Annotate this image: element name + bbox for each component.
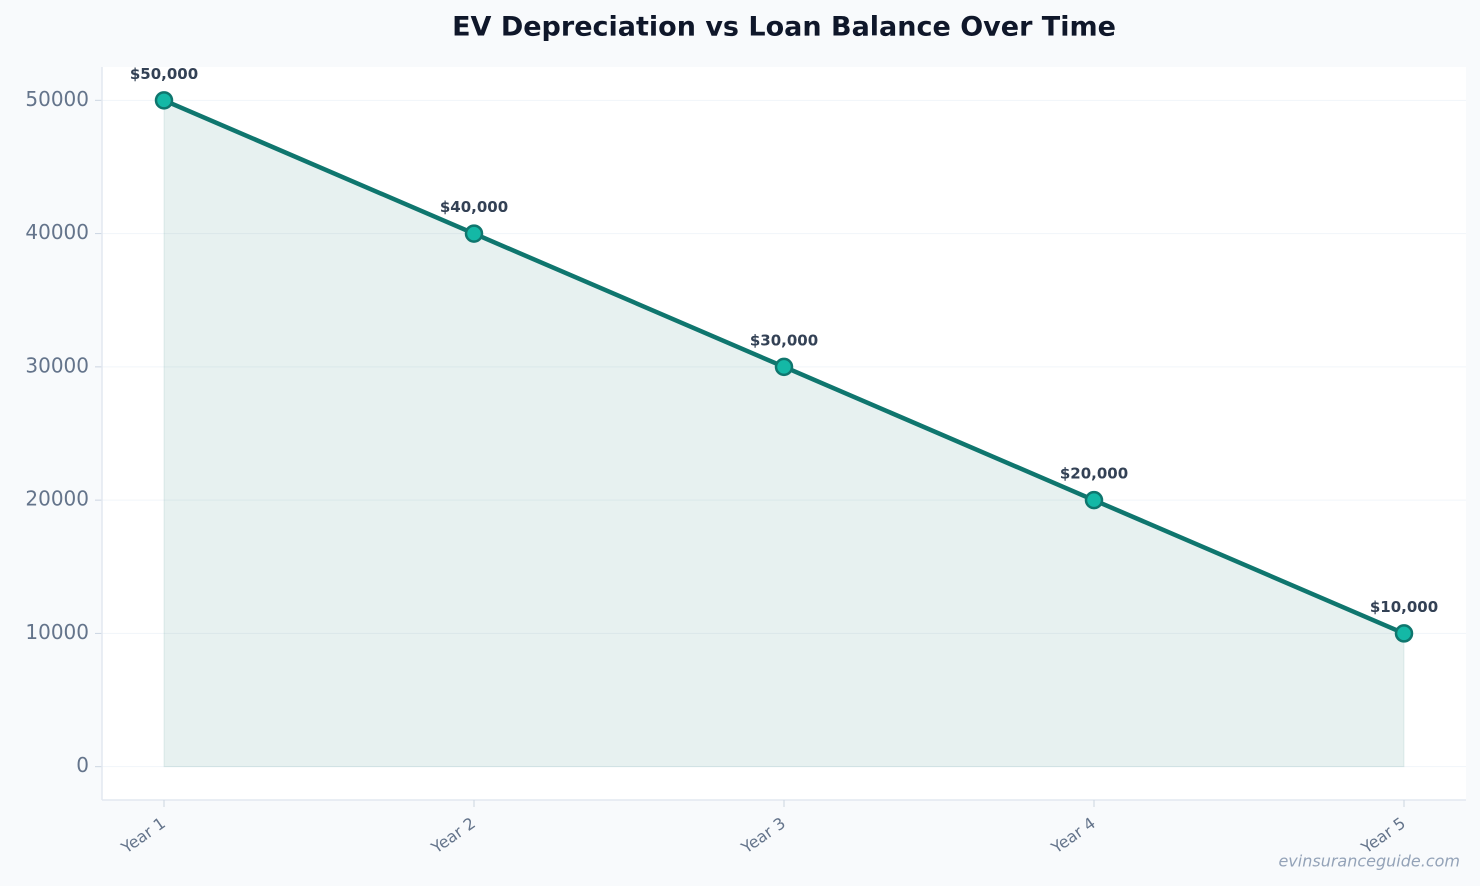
plot-area bbox=[102, 67, 1466, 800]
marker bbox=[464, 224, 484, 243]
marker bbox=[1084, 490, 1104, 510]
y-tick-label: 50000 bbox=[25, 87, 89, 111]
chart-title: EV Depreciation vs Loan Balance Over Tim… bbox=[452, 12, 1116, 43]
y-tick-label: 0 bbox=[76, 753, 89, 777]
value-label: $10,000 bbox=[1370, 598, 1438, 616]
marker bbox=[154, 91, 174, 110]
value-label: $50,000 bbox=[130, 65, 198, 83]
y-tick-label: 40000 bbox=[25, 220, 89, 244]
watermark: evinsuranceguide.com bbox=[1278, 852, 1460, 871]
value-label: $30,000 bbox=[750, 331, 818, 349]
y-tick-label: 30000 bbox=[25, 353, 89, 377]
value-label: $20,000 bbox=[1060, 465, 1128, 483]
value-label: $40,000 bbox=[440, 198, 508, 216]
marker bbox=[774, 357, 794, 377]
y-tick-label: 20000 bbox=[25, 487, 89, 511]
y-tick-label: 10000 bbox=[25, 620, 89, 644]
marker bbox=[1394, 624, 1414, 643]
